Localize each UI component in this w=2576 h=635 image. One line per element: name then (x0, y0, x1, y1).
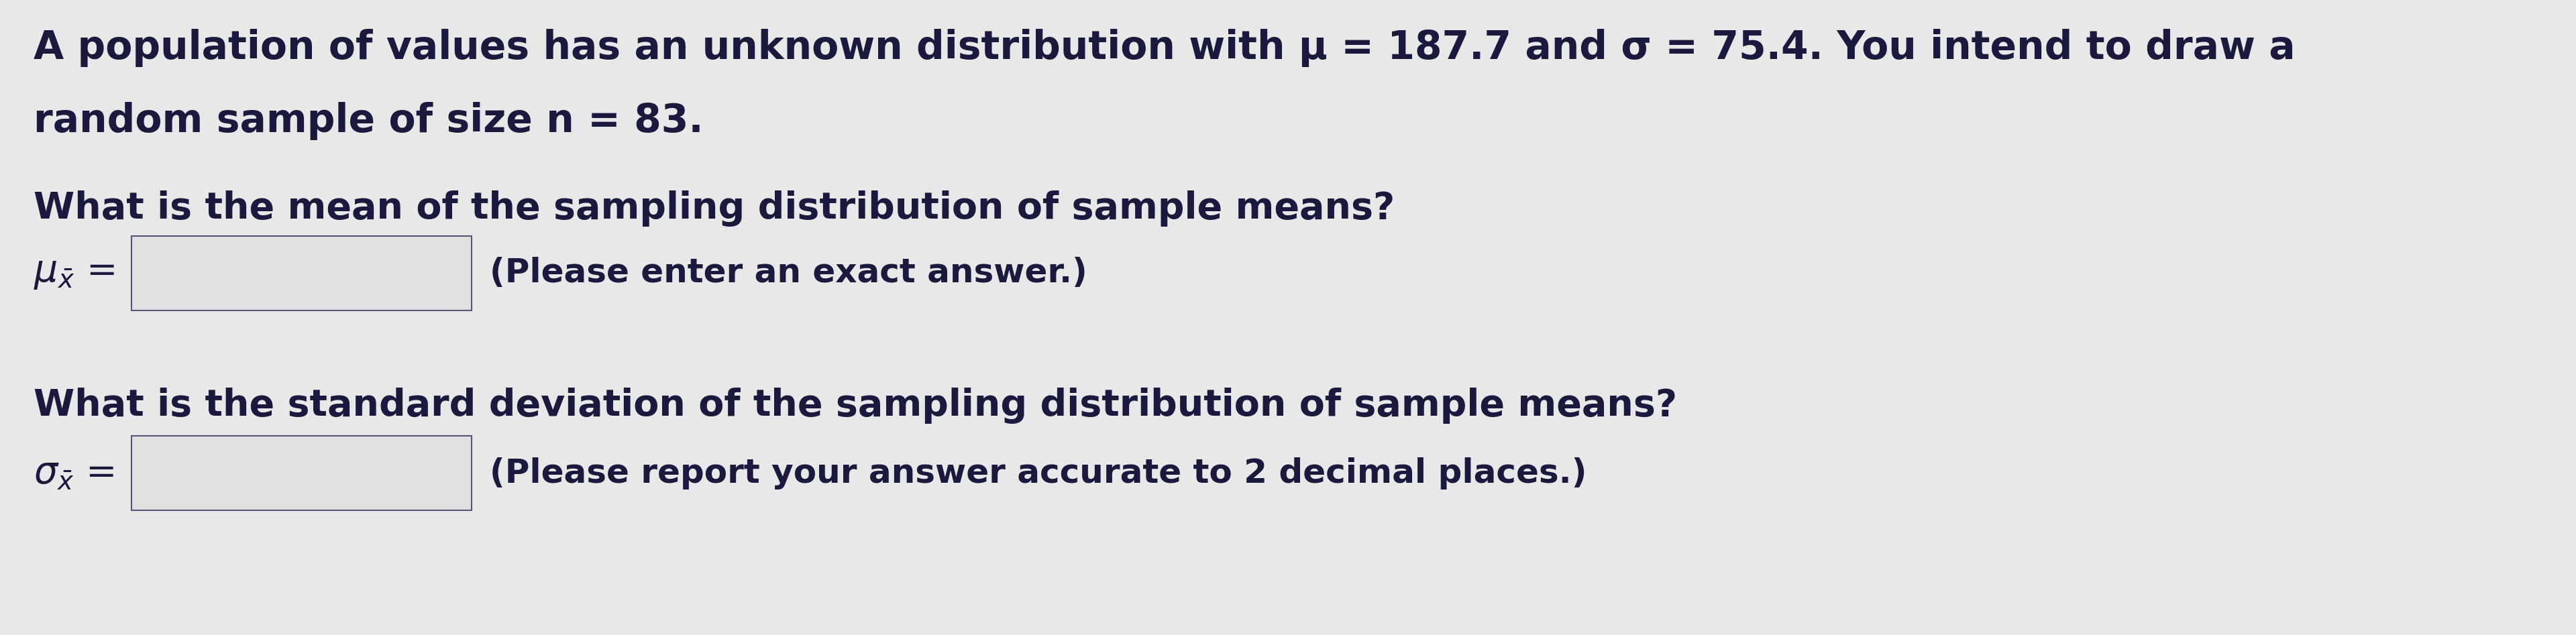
FancyBboxPatch shape (131, 236, 471, 311)
Text: (Please report your answer accurate to 2 decimal places.): (Please report your answer accurate to 2… (489, 457, 1587, 489)
Text: $\sigma_{\bar{x}}$ =: $\sigma_{\bar{x}}$ = (33, 455, 113, 491)
Text: What is the standard deviation of the sampling distribution of sample means?: What is the standard deviation of the sa… (33, 387, 1677, 424)
Text: (Please enter an exact answer.): (Please enter an exact answer.) (489, 257, 1087, 289)
Text: A population of values has an unknown distribution with μ = 187.7 and σ = 75.4. : A population of values has an unknown di… (33, 29, 2295, 67)
Text: $\mu_{\bar{x}}$ =: $\mu_{\bar{x}}$ = (33, 255, 113, 291)
FancyBboxPatch shape (131, 436, 471, 511)
Text: What is the mean of the sampling distribution of sample means?: What is the mean of the sampling distrib… (33, 190, 1394, 227)
Text: random sample of size n = 83.: random sample of size n = 83. (33, 102, 703, 140)
